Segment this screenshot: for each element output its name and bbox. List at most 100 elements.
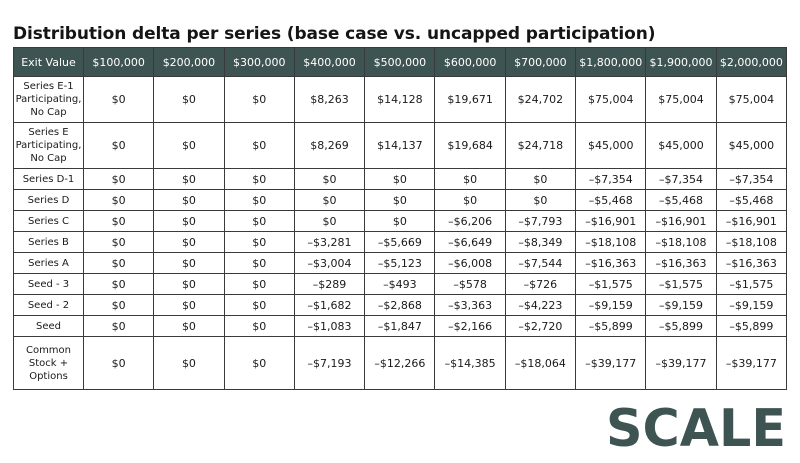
value-cell: –$18,108: [715, 231, 788, 253]
value-cell: $0: [82, 336, 155, 390]
table-row: Series D $0 $0 $0 $0 $0 $0 $0 –$5,468 –$5,468 –$5,…: [13, 189, 788, 211]
column-header: $500,000: [364, 47, 436, 77]
value-cell: –$39,177: [575, 336, 647, 390]
value-cell: $0: [82, 273, 155, 295]
value-cell: $75,004: [575, 76, 647, 123]
value-cell: –$1,847: [364, 315, 436, 337]
value-cell: $0: [82, 210, 155, 232]
value-cell: $0: [153, 210, 225, 232]
value-cell: –$7,544: [504, 252, 577, 274]
value-cell: –$7,193: [293, 336, 366, 390]
table-row: Seed - 2 $0 $0 $0 –$1,682 –$2,868 –$3,363 –$4,2…: [13, 294, 788, 316]
value-cell: $0: [293, 189, 366, 211]
value-cell: –$9,159: [645, 294, 717, 316]
value-cell: –$493: [364, 273, 436, 295]
value-cell: –$9,159: [715, 294, 788, 316]
value-cell: $8,263: [293, 76, 366, 123]
table-row: Series C $0 $0 $0 $0 $0 –$6,206 –$7,793 –$16,901…: [13, 210, 788, 232]
table-row: Series E Participating, No Cap $0 $0 $0 $8,2…: [13, 122, 788, 169]
value-cell: $0: [153, 168, 225, 190]
value-cell: $24,702: [504, 76, 577, 123]
value-cell: –$16,901: [715, 210, 788, 232]
value-cell: $0: [223, 315, 295, 337]
value-cell: $14,137: [364, 122, 436, 169]
value-cell: –$2,166: [434, 315, 506, 337]
value-cell: $0: [153, 122, 225, 169]
value-cell: –$12,266: [364, 336, 436, 390]
value-cell: –$5,669: [364, 231, 436, 253]
value-cell: $0: [153, 231, 225, 253]
value-cell: $0: [82, 122, 155, 169]
row-label: Series D-1: [13, 168, 84, 190]
value-cell: $0: [82, 76, 155, 123]
value-cell: $0: [223, 252, 295, 274]
value-cell: $0: [223, 294, 295, 316]
value-cell: $75,004: [645, 76, 717, 123]
value-cell: –$16,901: [575, 210, 647, 232]
value-cell: $0: [223, 210, 295, 232]
row-label: Series A: [13, 252, 84, 274]
table-row: Series D-1 $0 $0 $0 $0 $0 $0 $0 –$7,354 –$7,354 –$…: [13, 168, 788, 190]
value-cell: $0: [504, 189, 577, 211]
column-header-exit-value: Exit Value: [13, 47, 84, 77]
value-cell: $0: [153, 252, 225, 274]
value-cell: –$726: [504, 273, 577, 295]
value-cell: $0: [223, 231, 295, 253]
value-cell: –$5,468: [715, 189, 788, 211]
value-cell: –$1,575: [645, 273, 717, 295]
value-cell: $0: [364, 168, 436, 190]
value-cell: –$7,793: [504, 210, 577, 232]
value-cell: –$1,575: [575, 273, 647, 295]
table-row: Seed $0 $0 $0 –$1,083 –$1,847 –$2,166 –$2,720 –$…: [13, 315, 788, 337]
logo-text: SCALE: [606, 399, 786, 456]
value-cell: $19,671: [434, 76, 506, 123]
value-cell: $0: [82, 315, 155, 337]
value-cell: –$5,468: [645, 189, 717, 211]
value-cell: $14,128: [364, 76, 436, 123]
value-cell: $24,718: [504, 122, 577, 169]
value-cell: $0: [153, 189, 225, 211]
row-label: Series D: [13, 189, 84, 211]
value-cell: –$8,349: [504, 231, 577, 253]
value-cell: $0: [223, 336, 295, 390]
value-cell: $0: [223, 76, 295, 123]
value-cell: $0: [82, 231, 155, 253]
value-cell: $0: [223, 122, 295, 169]
table-row: Series B $0 $0 $0 –$3,281 –$5,669 –$6,649 –$8,3…: [13, 231, 788, 253]
value-cell: $0: [434, 189, 506, 211]
table-body: Series E-1 Participating, No Cap $0 $0 $0 $8…: [13, 76, 788, 390]
value-cell: –$16,901: [645, 210, 717, 232]
value-cell: –$1,083: [293, 315, 366, 337]
value-cell: –$7,354: [715, 168, 788, 190]
table-row: Series A $0 $0 $0 –$3,004 –$5,123 –$6,008 –$7,5…: [13, 252, 788, 274]
value-cell: –$5,123: [364, 252, 436, 274]
value-cell: $0: [82, 168, 155, 190]
value-cell: $0: [223, 273, 295, 295]
value-cell: –$9,159: [575, 294, 647, 316]
value-cell: –$18,108: [575, 231, 647, 253]
column-header: $1,800,000: [575, 47, 647, 77]
value-cell: –$2,720: [504, 315, 577, 337]
row-label: Series E Participating, No Cap: [13, 122, 84, 169]
row-label: Seed: [13, 315, 84, 337]
value-cell: –$3,004: [293, 252, 366, 274]
value-cell: –$5,468: [575, 189, 647, 211]
value-cell: –$6,649: [434, 231, 506, 253]
value-cell: –$3,281: [293, 231, 366, 253]
row-label: Seed - 2: [13, 294, 84, 316]
value-cell: $0: [153, 273, 225, 295]
value-cell: $75,004: [715, 76, 788, 123]
chart-title: Distribution delta per series (base case…: [13, 24, 656, 44]
column-header: $2,000,000: [715, 47, 788, 77]
column-header: $400,000: [293, 47, 366, 77]
column-header: $700,000: [504, 47, 577, 77]
header-row: Exit Value $100,000 $200,000 $300,000 $400,0…: [13, 47, 788, 77]
value-cell: –$289: [293, 273, 366, 295]
value-cell: $45,000: [715, 122, 788, 169]
value-cell: –$7,354: [645, 168, 717, 190]
value-cell: $19,684: [434, 122, 506, 169]
value-cell: –$18,108: [645, 231, 717, 253]
value-cell: $0: [82, 252, 155, 274]
value-cell: $0: [153, 76, 225, 123]
value-cell: –$6,008: [434, 252, 506, 274]
